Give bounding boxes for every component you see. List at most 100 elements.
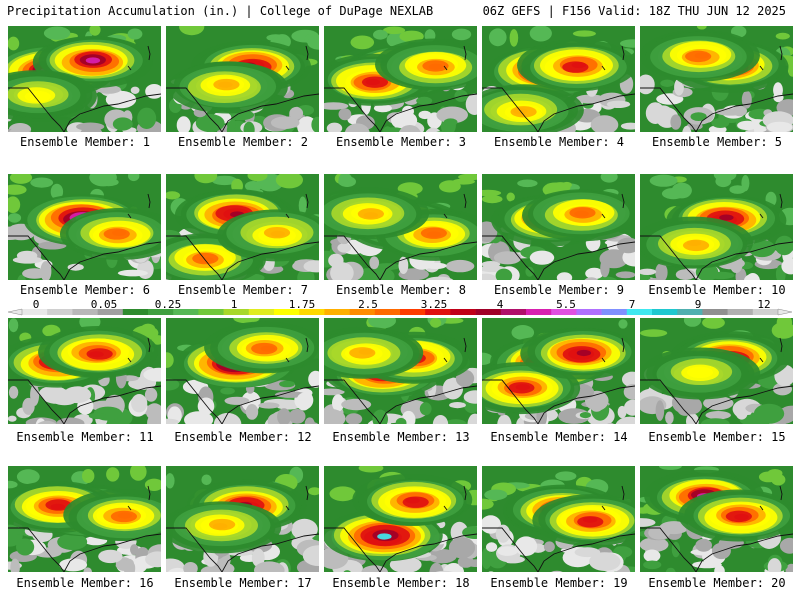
ensemble-member-label: Ensemble Member: 18: [332, 576, 470, 590]
ensemble-panel-18: [324, 466, 477, 572]
color-scale-swatch: [475, 309, 502, 315]
color-scale-label: 3.25: [420, 298, 448, 311]
color-scale-swatch: [148, 309, 174, 315]
precip-map: [482, 174, 635, 280]
color-scale-label: 7: [628, 298, 636, 311]
precip-map: [482, 466, 635, 572]
precip-map: [8, 174, 161, 280]
color-scale-swatch: [173, 309, 199, 315]
color-scale-label: 0.05: [90, 298, 118, 311]
precip-map: [324, 26, 477, 132]
ensemble-member-label: Ensemble Member: 15: [648, 430, 786, 444]
precip-map: [166, 466, 319, 572]
ensemble-panel-3: [324, 26, 477, 132]
ensemble-member-label: Ensemble Member: 16: [16, 576, 154, 590]
color-scale-swatch: [248, 309, 275, 315]
color-scale-swatch: [400, 309, 426, 315]
color-scale-swatch: [122, 309, 149, 315]
color-scale-label: 9: [694, 298, 702, 311]
color-scale-swatch: [72, 309, 98, 315]
ensemble-panel-7: [166, 174, 319, 280]
ensemble-panel-9: [482, 174, 635, 280]
ensemble-member-label: Ensemble Member: 1: [19, 135, 151, 149]
color-scale-swatch: [677, 309, 703, 315]
color-scale-swatch: [601, 309, 628, 315]
color-scale-swatch: [500, 309, 527, 315]
color-scale-label: 4: [496, 298, 504, 311]
color-scale-swatch: [450, 309, 476, 315]
ensemble-panel-10: [640, 174, 793, 280]
ensemble-panel-12: [166, 318, 319, 424]
color-scale-swatch: [299, 309, 325, 315]
color-scale-swatch: [223, 309, 250, 315]
color-scale-swatch: [425, 309, 451, 315]
color-scale-swatch: [47, 309, 73, 315]
ensemble-panel-15: [640, 318, 793, 424]
ensemble-member-label: Ensemble Member: 5: [651, 135, 783, 149]
precip-map: [640, 318, 793, 424]
color-scale-min-arrow: [7, 308, 23, 316]
color-scale-swatch: [752, 309, 779, 315]
ensemble-member-label: Ensemble Member: 20: [648, 576, 786, 590]
precip-map: [324, 174, 477, 280]
precip-map: [640, 466, 793, 572]
precip-map: [166, 318, 319, 424]
precip-map: [482, 26, 635, 132]
ensemble-panel-4: [482, 26, 635, 132]
ensemble-panel-11: [8, 318, 161, 424]
ensemble-panel-13: [324, 318, 477, 424]
color-scale-swatch: [274, 309, 300, 315]
color-scale-label: 5.5: [556, 298, 576, 311]
color-scale-swatch: [349, 309, 376, 315]
color-scale-label: 1.75: [288, 298, 316, 311]
precip-map: [324, 466, 477, 572]
color-scale-bar: [7, 308, 793, 316]
ensemble-member-label: Ensemble Member: 9: [493, 283, 625, 297]
ensemble-panel-20: [640, 466, 793, 572]
ensemble-member-label: Ensemble Member: 19: [490, 576, 628, 590]
color-scale-label: 12: [757, 298, 771, 311]
color-scale-label: 0: [32, 298, 40, 311]
precip-map: [640, 174, 793, 280]
ensemble-member-label: Ensemble Member: 3: [335, 135, 467, 149]
ensemble-member-label: Ensemble Member: 7: [177, 283, 309, 297]
precip-map: [8, 26, 161, 132]
color-scale-swatch: [626, 309, 653, 315]
precip-map: [482, 318, 635, 424]
ensemble-panel-5: [640, 26, 793, 132]
color-scale-label: 1: [230, 298, 238, 311]
color-scale-swatch: [97, 309, 124, 315]
color-scale-swatch: [652, 309, 678, 315]
color-scale-swatch: [526, 309, 552, 315]
color-scale-swatch: [22, 309, 48, 315]
ensemble-panel-14: [482, 318, 635, 424]
map-title: Precipitation Accumulation (in.) | Colle…: [7, 4, 434, 18]
ensemble-panel-8: [324, 174, 477, 280]
precip-map: [166, 26, 319, 132]
ensemble-member-label: Ensemble Member: 13: [332, 430, 470, 444]
color-scale-swatch: [727, 309, 754, 315]
ensemble-panel-6: [8, 174, 161, 280]
ensemble-member-label: Ensemble Member: 8: [335, 283, 467, 297]
precip-map: [640, 26, 793, 132]
ensemble-panel-16: [8, 466, 161, 572]
color-scale-swatch: [576, 309, 602, 315]
color-scale-label: 0.25: [154, 298, 182, 311]
ensemble-member-label: Ensemble Member: 14: [490, 430, 628, 444]
ensemble-member-label: Ensemble Member: 10: [648, 283, 786, 297]
ensemble-member-label: Ensemble Member: 12: [174, 430, 312, 444]
color-scale-max-arrow: [777, 308, 793, 316]
precip-map: [8, 318, 161, 424]
color-scale-swatch: [374, 309, 401, 315]
ensemble-panel-17: [166, 466, 319, 572]
color-scale-swatch: [324, 309, 350, 315]
color-scale-label: 2.5: [358, 298, 378, 311]
precip-map: [8, 466, 161, 572]
ensemble-panel-19: [482, 466, 635, 572]
ensemble-member-label: Ensemble Member: 2: [177, 135, 309, 149]
color-scale-swatch: [551, 309, 577, 315]
ensemble-member-label: Ensemble Member: 6: [19, 283, 151, 297]
precip-map: [166, 174, 319, 280]
ensemble-panel-1: [8, 26, 161, 132]
precip-map: [324, 318, 477, 424]
